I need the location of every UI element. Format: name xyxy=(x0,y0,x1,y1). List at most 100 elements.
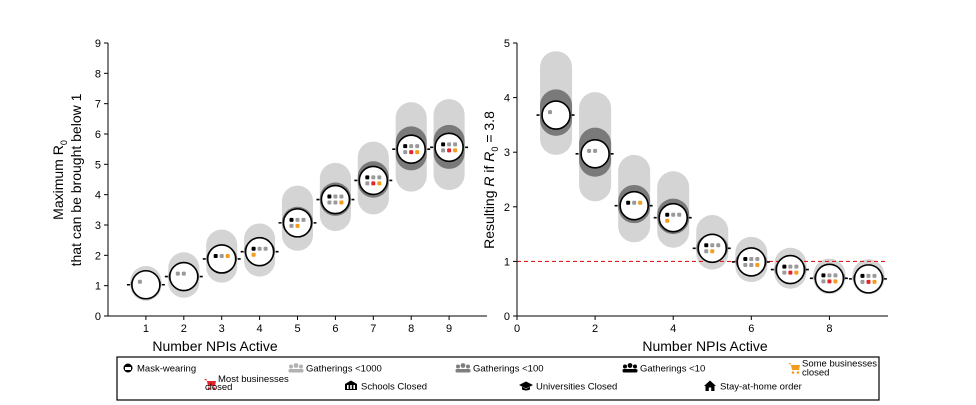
right-point-9 xyxy=(853,264,884,294)
right-npi-glyphs-7 xyxy=(782,264,799,275)
gatherings-10-icon xyxy=(622,363,638,373)
left-xtick-label-3: 3 xyxy=(219,323,225,335)
legend-label-gatherings-10: Gatherings <10 xyxy=(640,364,705,375)
left-point-4 xyxy=(244,236,275,267)
left-npi-glyphs-8 xyxy=(403,144,420,155)
legend-label-mask: Mask-wearing xyxy=(137,364,196,375)
right-point-3 xyxy=(619,190,649,221)
right-ytick-label-2: 2 xyxy=(504,202,510,214)
gatherings-100-icon xyxy=(455,363,471,373)
legend-item-universities: Universities Closed xyxy=(519,381,617,393)
legend-label-some-businesses-line1: Some businesses xyxy=(802,359,877,370)
left-xtick-label-8: 8 xyxy=(408,323,414,335)
right-point-8 xyxy=(814,263,845,294)
right-point-5 xyxy=(697,233,728,264)
legend-item-gatherings-100: Gatherings <100 xyxy=(455,363,544,375)
right-npi-glyphs-6 xyxy=(743,256,760,267)
right-npi-glyphs-2 xyxy=(587,148,598,153)
left-ytick-label-5: 5 xyxy=(95,159,101,171)
legend-item-most-businesses: Most businesses closed xyxy=(204,374,291,393)
legend-item-gatherings-10: Gatherings <10 xyxy=(622,363,705,375)
left-xtick-label-6: 6 xyxy=(332,323,338,335)
right-npi-glyphs-4 xyxy=(665,212,682,223)
right-xtick-label-0: 0 xyxy=(514,323,520,335)
legend-label-schools: Schools Closed xyxy=(361,382,427,393)
gatherings-1000-icon xyxy=(288,363,304,373)
legend-label-most-businesses: Most businesses closed xyxy=(205,374,291,393)
left-point-6 xyxy=(320,184,351,215)
left-xtick-label-9: 9 xyxy=(446,323,452,335)
right-xtick-label-2: 2 xyxy=(592,323,598,335)
left-point-5 xyxy=(282,208,313,238)
right-ylabel: Resulting R if R0 = 3.8 xyxy=(481,111,500,249)
left-ytick-label-4: 4 xyxy=(95,190,101,202)
right-panel: 0 1 2 3 4 5 0 2 4 6 8 xyxy=(504,38,888,335)
right-npi-glyphs-3 xyxy=(626,200,643,205)
left-npi-glyphs-2 xyxy=(175,271,186,276)
left-npi-glyphs-5 xyxy=(289,217,306,228)
left-panel: 0 1 2 3 4 5 6 7 8 9 1 2 3 4 5 6 7 8 9 xyxy=(95,38,487,335)
left-ylabel-line2: that can be brought below 1 xyxy=(68,93,84,266)
legend-item-schools: Schools Closed xyxy=(345,380,427,393)
right-xlabel: Number NPIs Active xyxy=(642,338,767,354)
left-xtick-label-5: 5 xyxy=(294,323,300,335)
right-point-1 xyxy=(541,100,571,130)
right-npi-glyphs-1 xyxy=(548,110,553,115)
left-ytick-label-6: 6 xyxy=(95,129,101,141)
left-point-8 xyxy=(396,134,427,164)
legend-label-some-businesses-line2: closed xyxy=(802,368,829,379)
left-npi-glyphs-7 xyxy=(365,175,382,186)
left-ylabel: Maximum R0 that can be brought below 1 xyxy=(50,93,84,266)
right-ylabel-sub: 0 xyxy=(490,147,500,152)
right-npi-glyphs-5 xyxy=(704,243,721,254)
legend-frame xyxy=(116,356,880,401)
right-point-7 xyxy=(775,254,806,285)
legend-label-stay-home: Stay-at-home order xyxy=(720,382,802,393)
left-ytick-label-7: 7 xyxy=(95,99,101,111)
legend-label-gatherings-100: Gatherings <100 xyxy=(473,364,544,375)
left-ytick-label-3: 3 xyxy=(95,220,101,232)
left-xtick-label-2: 2 xyxy=(181,323,187,335)
left-point-1 xyxy=(131,269,161,300)
right-xtick-label-6: 6 xyxy=(748,323,754,335)
mask-icon xyxy=(123,363,133,373)
svg-text:Maximum R0: Maximum R0 xyxy=(50,140,69,220)
left-xtick-label-1: 1 xyxy=(143,323,149,335)
legend-label-universities: Universities Closed xyxy=(536,382,617,393)
right-ylabel-R0: R xyxy=(481,152,497,162)
legend-label-gatherings-1000: Gatherings <1000 xyxy=(306,364,382,375)
legend-item-stay-home: Stay-at-home order xyxy=(704,380,802,393)
right-npi-glyphs-8 xyxy=(821,273,838,284)
left-point-2 xyxy=(169,261,199,292)
legend-label-most-businesses-line1: Most businesses xyxy=(218,374,289,385)
right-npi-glyphs-9 xyxy=(860,273,877,284)
left-ytick-label-8: 8 xyxy=(95,68,101,80)
right-point-6 xyxy=(736,247,767,277)
left-point-9 xyxy=(434,132,464,163)
left-ytick-label-2: 2 xyxy=(95,250,101,262)
right-ytick-label-4: 4 xyxy=(504,93,510,105)
svg-text:Resulting R if R0 = 3.8: Resulting R if R0 = 3.8 xyxy=(481,111,500,249)
right-point-4 xyxy=(658,202,689,233)
right-xtick-label-8: 8 xyxy=(826,323,832,335)
legend-label-some-businesses: Some businesses closed xyxy=(802,359,880,379)
cart-icon xyxy=(788,363,800,374)
left-point-3 xyxy=(206,244,237,274)
left-npi-glyphs-9 xyxy=(441,142,458,153)
right-ytick-label-5: 5 xyxy=(504,38,510,50)
school-icon xyxy=(345,380,357,390)
right-ytick-label-3: 3 xyxy=(504,147,510,159)
legend-item-gatherings-1000: Gatherings <1000 xyxy=(288,363,382,375)
left-point-7 xyxy=(358,165,389,196)
right-point-2 xyxy=(580,139,610,169)
legend-item-mask: Mask-wearing xyxy=(123,363,196,375)
right-ytick-label-1: 1 xyxy=(504,256,510,268)
right-xtick-label-4: 4 xyxy=(670,323,676,335)
graduation-cap-icon xyxy=(519,381,533,391)
right-ylabel-mid: if xyxy=(481,162,497,177)
left-xtick-label-7: 7 xyxy=(370,323,376,335)
left-ytick-label-1: 1 xyxy=(95,281,101,293)
house-icon xyxy=(704,380,716,391)
cart-icon xyxy=(204,379,216,390)
